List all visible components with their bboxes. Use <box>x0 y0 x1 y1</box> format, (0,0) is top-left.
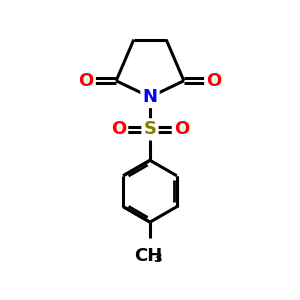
Text: S: S <box>143 120 157 138</box>
Text: CH: CH <box>134 247 163 265</box>
Text: O: O <box>174 120 189 138</box>
Text: O: O <box>111 120 126 138</box>
Text: N: N <box>142 88 158 106</box>
Text: O: O <box>79 72 94 90</box>
Text: O: O <box>206 72 221 90</box>
Text: 3: 3 <box>153 252 162 265</box>
